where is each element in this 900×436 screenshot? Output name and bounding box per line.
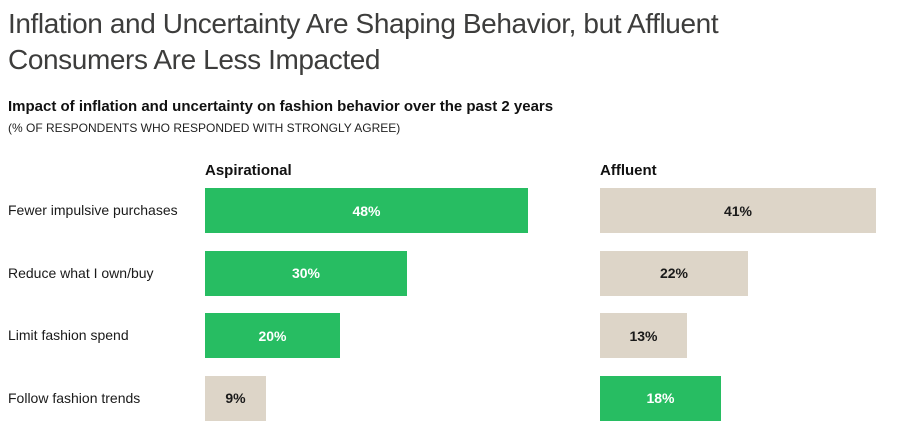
chart-title: Impact of inflation and uncertainty on f… xyxy=(8,98,554,115)
bar-value-label: 41% xyxy=(723,202,753,219)
category-label: Limit fashion spend xyxy=(8,327,129,343)
bar-affluent-4: 18% xyxy=(600,375,721,421)
bar-value-label: 48% xyxy=(352,202,381,219)
bar-value-label: 30% xyxy=(291,265,321,281)
chart-row: Follow fashion trends 9% 18% xyxy=(0,375,900,421)
chart-row: Limit fashion spend 20% 13% xyxy=(0,313,900,358)
category-label: Follow fashion trends xyxy=(8,389,141,406)
bar-aspirational-2: 30% xyxy=(205,250,407,296)
category-label: Reduce what I own/buy xyxy=(8,264,154,281)
page-title-line1: Inflation and Uncertainty Are Shaping Be… xyxy=(8,8,719,39)
bar-aspirational-4: 9% xyxy=(205,375,266,421)
category-label: Fewer impulsive purchases xyxy=(8,202,178,218)
column-header-affluent: Affluent xyxy=(600,162,657,179)
bar-value-label: 20% xyxy=(258,327,287,344)
chart-row: Reduce what I own/buy 30% 22% xyxy=(0,250,900,296)
page-title: Inflation and Uncertainty Are Shaping Be… xyxy=(8,6,719,78)
bar-aspirational-3: 20% xyxy=(205,313,340,358)
bar-value-label: 18% xyxy=(646,390,675,406)
chart-row: Fewer impulsive purchases 48% 41% xyxy=(0,188,900,233)
bar-affluent-3: 13% xyxy=(600,313,687,358)
chart-caption: (% OF RESPONDENTS WHO RESPONDED WITH STR… xyxy=(8,121,401,135)
bar-value-label: 22% xyxy=(659,265,689,281)
bar-affluent-2: 22% xyxy=(600,250,748,296)
bar-affluent-1: 41% xyxy=(600,188,876,233)
column-header-aspirational: Aspirational xyxy=(205,162,292,179)
page-title-line2: Consumers Are Less Impacted xyxy=(8,44,381,75)
bar-aspirational-1: 48% xyxy=(205,188,528,233)
bar-value-label: 13% xyxy=(629,327,658,344)
bar-value-label: 9% xyxy=(225,390,246,406)
